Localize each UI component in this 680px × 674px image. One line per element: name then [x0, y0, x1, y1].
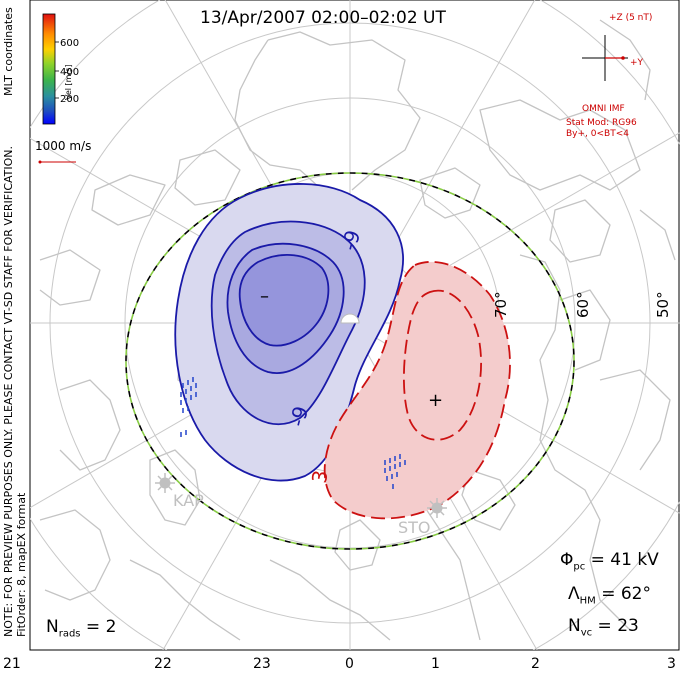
imf-vector-tip: [621, 56, 625, 60]
station-sto: [427, 498, 447, 518]
imf-condition-label: By+, 0<BT<4: [566, 129, 629, 139]
color-bar-tick-600: 600: [60, 38, 79, 49]
contour-label-dawn: 3: [307, 468, 333, 485]
station-sto-label: STO: [398, 518, 431, 537]
mlt-tick-22: 22: [154, 656, 172, 672]
pole-marker: [340, 313, 360, 324]
dusk-convection-cell: [174, 183, 404, 482]
preview-note: NOTE: FOR PREVIEW PURPOSES ONLY. PLEASE …: [2, 145, 15, 637]
imf-z-axis-label: +Z (5 nT): [609, 13, 653, 23]
velocity-color-bar: [42, 13, 56, 125]
nvc-symbol: Nvc: [568, 616, 593, 639]
coordinate-system-label: MLT coordinates: [2, 7, 15, 96]
mlt-tick-0: 0: [345, 656, 354, 672]
hm-symbol: ΛHM: [568, 584, 596, 607]
latitude-label-70: 70°: [492, 291, 510, 318]
potential-symbol: Φpc: [560, 550, 586, 573]
latitude-label-50: 50°: [654, 291, 672, 318]
dawn-convection-cell: [323, 260, 511, 520]
color-bar-ticks: [55, 41, 59, 99]
potential-minimum-marker: –: [260, 286, 269, 307]
station-kap: [155, 473, 175, 493]
hm-boundary-latitude: ΛHM = 62°: [568, 584, 651, 606]
cross-polar-potential: Φpc = 41 kV: [560, 550, 659, 572]
velocity-vectors: [180, 377, 406, 489]
plot-frame: [29, 0, 680, 651]
radar-count: Nrads = 2: [46, 617, 116, 639]
vector-count: Nvc = 23: [568, 616, 639, 638]
fit-order-note: FitOrder: 8, mapEX format: [15, 492, 28, 637]
latitude-label-60: 60°: [574, 291, 592, 318]
station-kap-label: KAP: [173, 491, 204, 510]
imf-source-label: OMNI IMF: [582, 104, 625, 114]
color-bar-tick-200: 200: [60, 94, 79, 105]
imf-y-axis-label: +Y: [630, 58, 644, 68]
hm-value: = 62°: [601, 584, 651, 604]
mlt-tick-1: 1: [431, 656, 440, 672]
nvc-value: = 23: [597, 616, 639, 636]
map-title: 13/Apr/2007 02:00–02:02 UT: [200, 8, 446, 28]
nrads-value: = 2: [85, 617, 117, 637]
color-bar-label: Vel [m/s]: [64, 64, 73, 100]
potential-maximum-marker: +: [428, 390, 443, 411]
scale-vector-label: 1000 m/s: [35, 139, 92, 153]
color-bar-tick-400: 400: [60, 67, 79, 78]
potential-value: = 41 kV: [590, 550, 659, 570]
stat-model-label: Stat Mod: RG96: [566, 118, 637, 128]
hm-boundary-black: [125, 172, 575, 550]
mlt-tick-3: 3: [667, 656, 676, 672]
mlt-tick-23: 23: [253, 656, 271, 672]
mlt-tick-2: 2: [531, 656, 540, 672]
mlt-tick-21: 21: [3, 656, 21, 672]
nrads-symbol: Nrads: [46, 617, 81, 640]
scale-vector-origin: [38, 160, 42, 164]
